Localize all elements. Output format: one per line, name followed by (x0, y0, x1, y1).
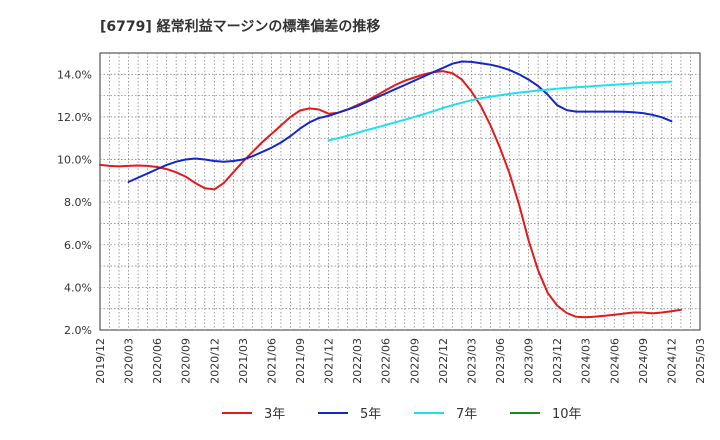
x-tick-label: 2020/03 (123, 338, 136, 384)
y-tick-label: 12.0% (57, 111, 92, 124)
x-tick-label: 2025/03 (694, 338, 707, 384)
series-lines (99, 60, 682, 319)
y-tick-label: 14.0% (57, 68, 92, 81)
x-tick-label: 2021/09 (294, 338, 307, 384)
legend-item: 5年 (318, 407, 381, 422)
legend-label: 5年 (360, 407, 381, 422)
x-tick-label: 2023/09 (523, 338, 536, 384)
x-tick-label: 2024/06 (608, 338, 621, 384)
series-line (127, 60, 673, 183)
x-tick-label: 2023/06 (494, 338, 507, 384)
x-tick-label: 2020/09 (180, 338, 193, 384)
x-tick-label: 2022/09 (408, 338, 421, 384)
x-tick-label: 2021/06 (265, 338, 278, 384)
x-tick-label: 2024/12 (665, 338, 678, 384)
plot-area (99, 52, 701, 331)
series-line (99, 70, 682, 319)
y-tick-label: 4.0% (64, 281, 92, 294)
chart-title: [6779] 経常利益マージンの標準偏差の推移 (100, 18, 380, 35)
x-tick-label: 2020/12 (208, 338, 221, 384)
x-tick-label: 2019/12 (94, 338, 107, 384)
legend-item: 10年 (510, 407, 582, 422)
x-tick-label: 2023/03 (465, 338, 478, 384)
x-tick-label: 2024/03 (580, 338, 593, 384)
y-tick-label: 2.0% (64, 324, 92, 337)
series-line (327, 80, 673, 142)
x-tick-label: 2024/09 (637, 338, 650, 384)
y-axis: 2.0% 4.0% 6.0% 8.0% 10.0% 12.0% 14.0% (57, 68, 92, 337)
x-tick-label: 2023/12 (551, 338, 564, 384)
y-tick-label: 10.0% (57, 154, 92, 167)
x-tick-label: 2022/03 (351, 338, 364, 384)
legend-item: 7年 (414, 407, 477, 422)
legend-item: 3年 (222, 407, 285, 422)
x-tick-label: 2022/12 (437, 338, 450, 384)
legend-label: 7年 (456, 407, 477, 422)
gridlines (100, 53, 700, 330)
x-tick-label: 2022/06 (380, 338, 393, 384)
x-tick-label: 2021/03 (237, 338, 250, 384)
y-tick-label: 6.0% (64, 239, 92, 252)
x-tick-label: 2021/12 (323, 338, 336, 384)
x-axis: 2019/12 2020/03 2020/06 2020/09 2020/12 2021/… (94, 338, 707, 384)
y-tick-label: 8.0% (64, 196, 92, 209)
legend-label: 10年 (552, 407, 582, 422)
x-tick-label: 2020/06 (151, 338, 164, 384)
legend: 3年 5年 7年 10年 (222, 407, 582, 422)
legend-label: 3年 (264, 407, 285, 422)
